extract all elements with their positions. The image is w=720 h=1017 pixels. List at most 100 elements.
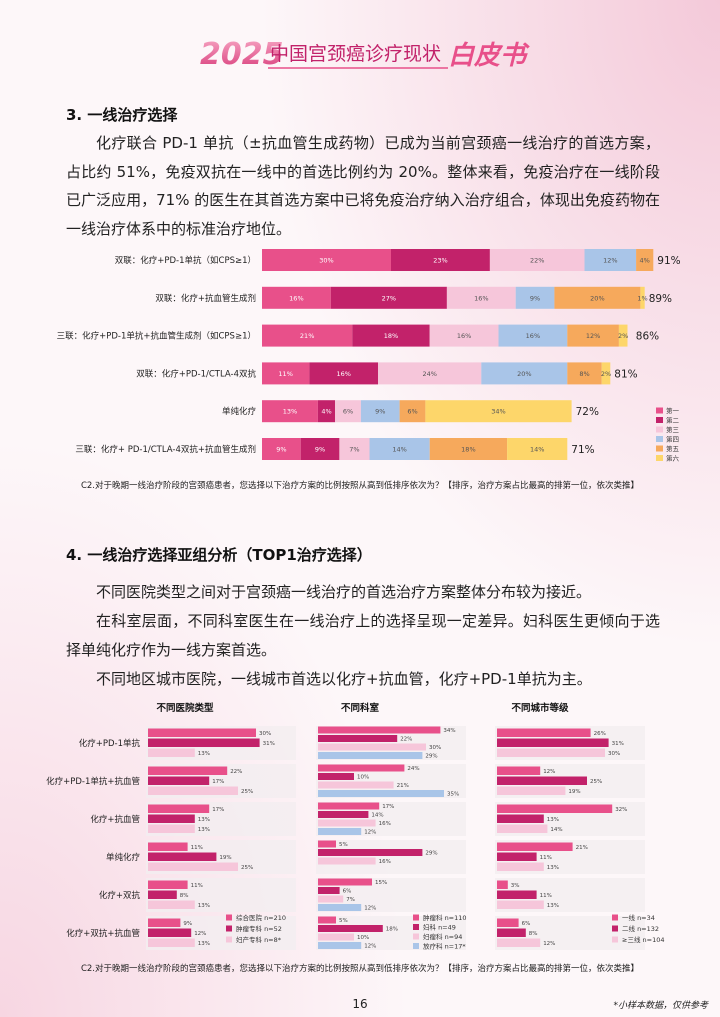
bar-segment: [335, 400, 361, 423]
value-label: 22%: [230, 769, 242, 775]
bar: [318, 743, 426, 751]
legend-swatch: [656, 426, 663, 433]
value-label: 17%: [382, 804, 394, 810]
value-label: 7%: [349, 446, 359, 454]
value-label: 5%: [339, 918, 348, 924]
total-label: 91%: [657, 255, 680, 267]
row-label: 化疗+PD-1单抗: [79, 738, 141, 749]
row-label: 化疗+抗血管: [90, 814, 140, 825]
total-label: 71%: [571, 444, 594, 456]
legend-label: 肿瘤专科 n=52: [236, 924, 282, 933]
value-label: 12%: [194, 931, 206, 937]
value-label: 6%: [343, 889, 352, 895]
bar: [318, 735, 398, 742]
bar: [318, 878, 372, 886]
legend-label: 第一: [666, 406, 680, 415]
value-label: 14%: [392, 446, 406, 454]
legend-label: 妇科 n=49: [423, 923, 456, 932]
value-label: 16%: [336, 370, 350, 378]
value-label: 12%: [364, 830, 376, 836]
bar-segment: [262, 438, 301, 460]
legend-swatch: [656, 436, 663, 442]
legend-label: 第六: [666, 454, 680, 463]
bar: [318, 925, 383, 932]
value-label: 21%: [576, 845, 588, 851]
value-label: 6%: [407, 408, 417, 416]
legend-label: 综合医院 n=210: [236, 913, 286, 922]
value-label: 19%: [219, 855, 231, 861]
bar: [318, 773, 354, 780]
footnote: *小样本数据，仅供参考: [613, 1000, 709, 1011]
bar: [497, 824, 548, 833]
value-label: 15%: [375, 880, 387, 886]
paragraph: 在科室层面，不同科室医生在一线治疗上的选择呈现一定差异。妇科医生更倾向于选择单纯…: [66, 612, 660, 659]
value-label: 17%: [212, 807, 224, 813]
value-label: 11%: [191, 883, 203, 889]
value-label: 8%: [579, 370, 589, 378]
bar: [148, 728, 256, 737]
value-label: 24%: [407, 766, 419, 772]
bar-segment: [360, 400, 400, 423]
value-label: 24%: [422, 370, 436, 378]
bar: [148, 900, 195, 909]
value-label: 34%: [491, 408, 505, 416]
value-label: 16%: [457, 332, 471, 340]
value-label: 2%: [601, 370, 611, 378]
bar: [148, 776, 210, 785]
bar: [497, 738, 609, 747]
bar: [497, 938, 541, 947]
value-label: 11%: [540, 893, 552, 899]
value-label: 18%: [461, 446, 475, 454]
value-label: 5%: [339, 842, 348, 848]
bar-segment: [618, 324, 628, 347]
bar-segment: [584, 249, 637, 271]
value-label: 6%: [522, 921, 531, 927]
bar-segment: [507, 438, 568, 460]
bar-segment: [399, 400, 426, 423]
total-label: 89%: [649, 293, 672, 305]
legend-swatch: [226, 925, 232, 932]
bar-segment: [262, 286, 331, 309]
value-label: 12%: [364, 906, 376, 912]
bar: [318, 849, 423, 856]
bar-segment: [262, 362, 310, 385]
bar: [497, 842, 573, 851]
header-badge: 白皮书: [448, 41, 530, 71]
bar: [318, 752, 423, 759]
value-label: 14%: [371, 813, 383, 819]
chart-title: 不同科室: [341, 702, 380, 714]
bar: [148, 928, 192, 937]
bar-segment: [330, 286, 447, 309]
bar: [318, 895, 344, 903]
bar: [318, 802, 380, 810]
value-label: 23%: [433, 257, 447, 265]
bar: [497, 928, 526, 937]
bar: [318, 781, 394, 789]
chart-note: C2.对于晚期一线治疗阶段的宫颈癌患者，您选择以下治疗方案的比例按照从高到低排序…: [80, 481, 640, 491]
legend-label: 一线 n=34: [622, 913, 655, 922]
bar: [318, 933, 354, 941]
bar-segment: [378, 362, 482, 385]
row-band: [316, 840, 466, 874]
legend-swatch: [413, 924, 419, 930]
row-label: 三联：化疗+ PD-1/CTLA-4双抗+抗血管生成剂: [75, 444, 256, 455]
bar: [497, 862, 544, 871]
total-label: 81%: [614, 368, 637, 380]
value-label: 30%: [429, 745, 441, 751]
value-label: 27%: [382, 294, 396, 302]
value-label: 12%: [586, 332, 600, 340]
value-label: 11%: [278, 370, 292, 378]
value-label: 16%: [379, 821, 391, 827]
value-label: 13%: [547, 903, 559, 909]
legend-swatch: [612, 936, 618, 943]
bar: [497, 728, 591, 737]
value-label: 13%: [283, 408, 297, 416]
bar: [497, 804, 613, 813]
value-label: 10%: [357, 935, 369, 941]
row-label: 三联：化疗+PD-1单抗+抗血管生成剂（如CPS≥1）: [57, 331, 256, 342]
value-label: 4%: [640, 257, 650, 265]
bar: [497, 776, 587, 785]
value-label: 14%: [550, 827, 562, 833]
value-label: 20%: [517, 370, 531, 378]
